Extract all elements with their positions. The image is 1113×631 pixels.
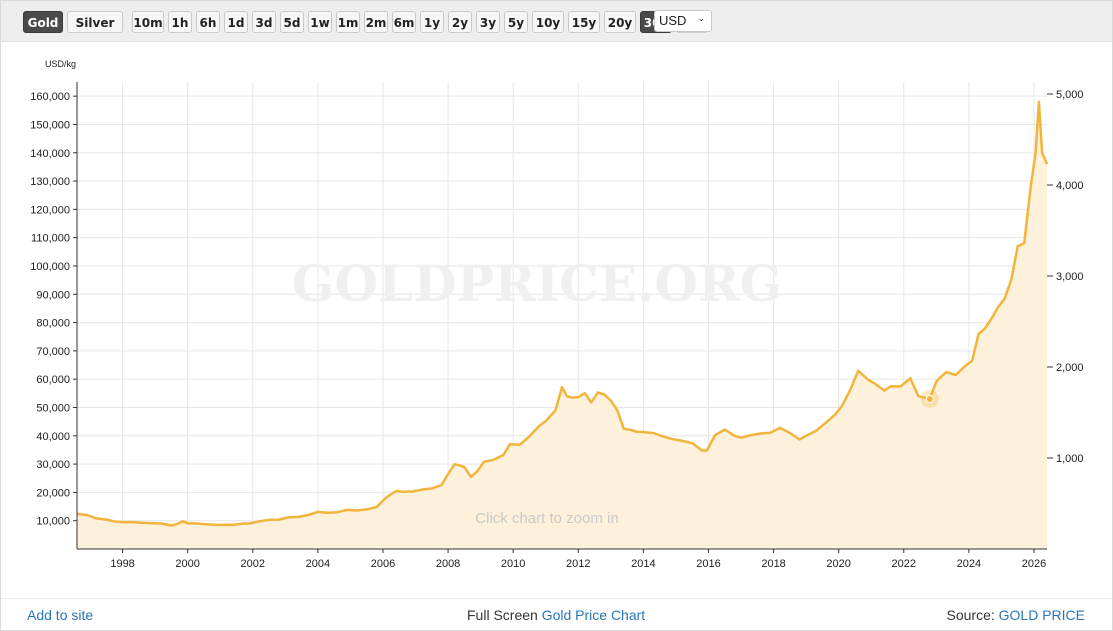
range-button-1w[interactable]: 1w	[308, 11, 332, 33]
right-axis-tick-label: 4,000	[1056, 180, 1084, 192]
right-axis-tick-label: 2,000	[1056, 362, 1084, 374]
fullscreen-prefix: Full Screen	[467, 607, 538, 623]
range-button-5d[interactable]: 5d	[280, 11, 304, 33]
left-axis-tick-label: 140,000	[30, 148, 70, 160]
range-button-3y[interactable]: 3y	[476, 11, 500, 33]
metal-button-gold[interactable]: Gold	[23, 11, 63, 33]
x-axis-tick-label: 2014	[631, 558, 655, 570]
source-link[interactable]: GOLD PRICE	[998, 607, 1085, 623]
left-axis-tick-label: 70,000	[36, 346, 70, 358]
source-prefix: Source:	[946, 607, 995, 623]
range-button-10y[interactable]: 10y	[532, 11, 564, 33]
x-axis-tick-label: 2006	[371, 558, 395, 570]
range-button-3d[interactable]: 3d	[252, 11, 276, 33]
source-text: Source: GOLD PRICE	[947, 607, 1086, 623]
currency-select[interactable]: USD ⌄	[654, 10, 712, 32]
x-axis-tick-label: 2010	[501, 558, 525, 570]
range-button-20y[interactable]: 20y	[604, 11, 636, 33]
left-axis-tick-label: 30,000	[36, 459, 70, 471]
x-axis-tick-label: 2024	[957, 558, 981, 570]
watermark-text: GOLDPRICE.ORG	[292, 254, 782, 313]
chart-footer: Add to site Full Screen Gold Price Chart…	[1, 598, 1112, 631]
x-axis-tick-label: 2004	[306, 558, 330, 570]
range-button-6m[interactable]: 6m	[392, 11, 416, 33]
x-axis-tick-label: 2000	[175, 558, 199, 570]
range-button-2m[interactable]: 2m	[364, 11, 388, 33]
x-axis-tick-label: 2012	[566, 558, 590, 570]
left-axis-tick-label: 20,000	[36, 487, 70, 499]
chevron-down-icon: ⌄	[697, 13, 705, 23]
price-area-fill	[77, 101, 1047, 550]
range-button-1y[interactable]: 1y	[420, 11, 444, 33]
left-axis-tick-label: 40,000	[36, 431, 70, 443]
range-button-1m[interactable]: 1m	[336, 11, 360, 33]
left-axis-tick-label: 80,000	[36, 318, 70, 330]
x-axis-tick-label: 2026	[1022, 558, 1046, 570]
fullscreen-text: Full Screen Gold Price Chart	[467, 607, 645, 623]
hover-point-marker[interactable]	[925, 394, 934, 403]
left-axis-tick-label: 10,000	[36, 516, 70, 528]
right-axis-tick-label: 1,000	[1056, 453, 1084, 465]
left-axis-tick-label: 50,000	[36, 402, 70, 414]
x-axis-tick-label: 1998	[110, 558, 134, 570]
range-button-2y[interactable]: 2y	[448, 11, 472, 33]
left-axis-tick-label: 90,000	[36, 289, 70, 301]
chart-area[interactable]: GOLDPRICE.ORG Click chart to zoom in USD/k…	[1, 42, 1112, 598]
fullscreen-chart-link[interactable]: Gold Price Chart	[541, 607, 646, 623]
right-axis-tick-label: 3,000	[1056, 271, 1084, 283]
gold-price-chart[interactable]: GOLDPRICE.ORG Click chart to zoom in USD/k…	[1, 42, 1112, 598]
add-to-site-link[interactable]: Add to site	[27, 607, 94, 623]
left-axis-tick-label: 150,000	[30, 119, 70, 131]
x-axis-tick-label: 2022	[892, 558, 916, 570]
range-button-1d[interactable]: 1d	[224, 11, 248, 33]
currency-value: USD	[659, 13, 687, 28]
left-axis-tick-label: 100,000	[30, 261, 70, 273]
left-axis-tick-label: 110,000	[31, 233, 70, 245]
range-button-15y[interactable]: 15y	[568, 11, 600, 33]
left-axis-tick-label: 60,000	[36, 374, 70, 386]
x-axis-tick-label: 2020	[826, 558, 850, 570]
zoom-hint-text: Click chart to zoom in	[475, 510, 618, 527]
range-button-5y[interactable]: 5y	[504, 11, 528, 33]
left-axis-tick-label: 130,000	[30, 176, 70, 188]
x-axis-tick-label: 2002	[241, 558, 265, 570]
x-axis-tick-label: 2016	[696, 558, 720, 570]
left-axis-tick-label: 120,000	[30, 204, 70, 216]
left-axis-tick-label: 160,000	[30, 91, 70, 103]
x-axis-tick-label: 2018	[761, 558, 785, 570]
price-series-line[interactable]	[76, 100, 1049, 527]
range-button-10m[interactable]: 10m	[132, 11, 164, 33]
range-button-6h[interactable]: 6h	[196, 11, 220, 33]
metal-button-silver[interactable]: Silver	[67, 11, 123, 33]
range-button-1h[interactable]: 1h	[168, 11, 192, 33]
right-axis-tick-label: 5,000	[1056, 89, 1084, 101]
unit-label: USD/kg	[45, 59, 76, 69]
range-toolbar: Gold Silver 10m 1h 6h 1d 3d 5d 1w 1m 2m 6m 1y 2y 3y 5y 1…	[1, 1, 1112, 42]
x-axis-tick-label: 2008	[436, 558, 460, 570]
